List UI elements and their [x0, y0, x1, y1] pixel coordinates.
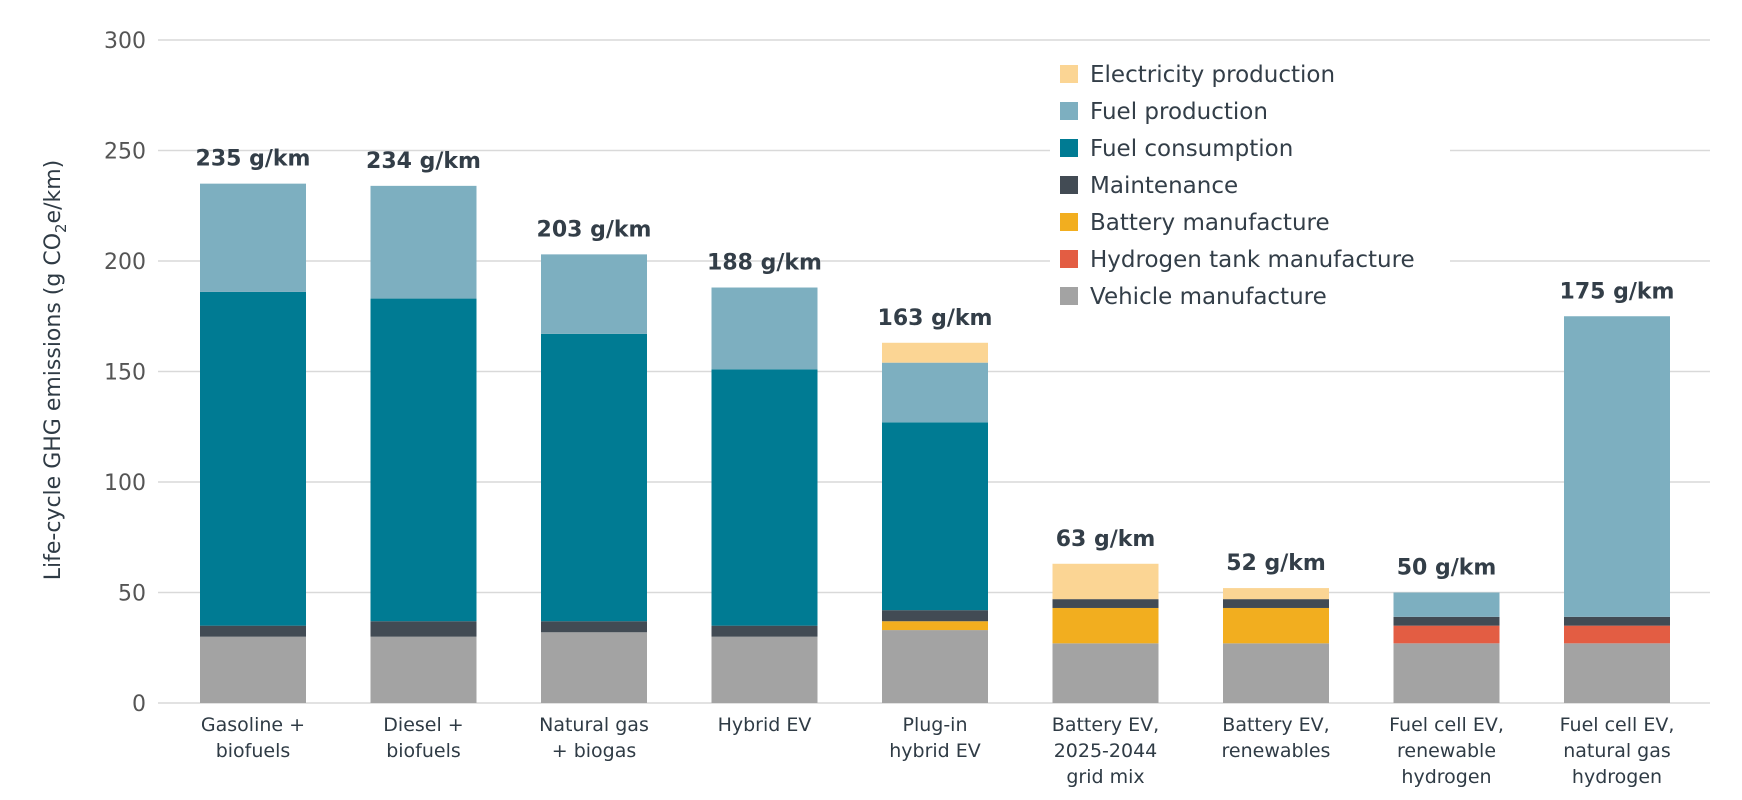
legend-label-hydrogen-tank-manufacture: Hydrogen tank manufacture [1090, 247, 1415, 273]
bar-total-label: 235 g/km [196, 147, 311, 172]
x-tick-label: Fuel cell EV, natural gas hydrogen [1560, 714, 1675, 788]
bar-segment-maintenance [1564, 616, 1670, 626]
x-tick-label: Gasoline + biofuels [201, 714, 305, 762]
legend-swatch-fuel-consumption [1060, 139, 1078, 157]
x-tick-label: Battery EV, renewables [1222, 714, 1331, 762]
bar-total-label: 63 g/km [1056, 527, 1156, 552]
legend-swatch-fuel-production [1060, 102, 1078, 120]
y-tick-label: 300 [104, 29, 146, 54]
bar-segment-maintenance [200, 625, 306, 637]
x-tick-label: Battery EV, 2025-2044 grid mix [1052, 714, 1159, 788]
bar-total-labels: 235 g/km 234 g/km 203 g/km 188 g/km 163 g/km… [196, 147, 1675, 581]
x-tick-label: Fuel cell EV, renewable hydrogen [1389, 714, 1504, 788]
legend-label-electricity-production: Electricity production [1090, 62, 1335, 88]
y-tick-label: 200 [104, 250, 146, 275]
legend-swatch-electricity-production [1060, 65, 1078, 83]
legend-label-maintenance: Maintenance [1090, 173, 1238, 199]
bar-segment-battery-manufacture [1223, 607, 1329, 644]
bar-segment-maintenance [711, 625, 818, 637]
legend-label-battery-manufacture: Battery manufacture [1090, 210, 1330, 236]
bar-segment-fuel-consumption [882, 422, 988, 611]
bar-segment-maintenance [1393, 616, 1500, 626]
legend-label-fuel-consumption: Fuel consumption [1090, 136, 1293, 162]
bar-segment-hydrogen-tank-manufacture [1393, 625, 1500, 644]
bar-segment-vehicle-manufacture [370, 636, 477, 703]
bar-total-label: 175 g/km [1560, 279, 1675, 304]
bar-segment-vehicle-manufacture [541, 632, 647, 703]
legend-label-vehicle-manufacture: Vehicle manufacture [1090, 284, 1327, 310]
legend-swatch-maintenance [1060, 176, 1078, 194]
bar-segment-vehicle-manufacture [1052, 643, 1159, 703]
bars [200, 183, 1670, 703]
bar-segment-electricity-production [1223, 588, 1329, 600]
bar-segment-fuel-consumption [200, 291, 306, 626]
bar-total-label: 203 g/km [537, 217, 652, 242]
bar-segment-battery-manufacture [882, 621, 988, 631]
y-axis-label: Life-cycle GHG emissions (g CO2e/km) [41, 160, 70, 581]
legend-swatch-vehicle-manufacture [1060, 287, 1078, 305]
legend-swatch-hydrogen-tank-manufacture [1060, 250, 1078, 268]
legend-label-fuel-production: Fuel production [1090, 99, 1268, 125]
legend-background [1050, 55, 1450, 322]
bar-segment-electricity-production [1052, 563, 1159, 600]
bar-segment-fuel-production [541, 254, 647, 334]
bar-total-label: 188 g/km [707, 251, 822, 276]
x-tick-label: Diesel + biofuels [383, 714, 463, 762]
bar-segment-fuel-production [200, 183, 306, 292]
bar-segment-fuel-consumption [711, 369, 818, 626]
bar-segment-vehicle-manufacture [711, 636, 818, 703]
bar-segment-vehicle-manufacture [1393, 643, 1500, 703]
y-tick-label: 250 [104, 140, 146, 165]
x-tick-label: Plug-in hybrid EV [889, 714, 981, 762]
y-tick-label: 150 [104, 361, 146, 386]
bar-segment-fuel-production [711, 287, 818, 370]
bar-segment-fuel-production [1564, 316, 1670, 617]
x-axis-labels: Gasoline + biofuels Diesel + biofuels Natura… [201, 714, 1674, 788]
bar-segment-electricity-production [882, 342, 988, 363]
bar-total-label: 163 g/km [878, 306, 993, 331]
y-tick-label: 0 [132, 692, 146, 717]
legend-swatch-battery-manufacture [1060, 213, 1078, 231]
bar-total-label: 50 g/km [1397, 556, 1497, 581]
y-axis-ticks: 0 50 100 150 200 250 300 [104, 29, 146, 717]
bar-segment-hydrogen-tank-manufacture [1564, 625, 1670, 644]
bar-total-label: 52 g/km [1226, 551, 1326, 576]
bar-segment-maintenance [370, 621, 477, 637]
bar-segment-maintenance [1052, 599, 1159, 608]
bar-segment-fuel-production [1393, 592, 1500, 617]
y-tick-label: 50 [118, 582, 146, 607]
x-tick-label: Hybrid EV [718, 714, 812, 736]
x-tick-label: Natural gas + biogas [539, 714, 649, 762]
bar-segment-maintenance [541, 621, 647, 633]
bar-segment-vehicle-manufacture [1223, 643, 1329, 703]
bar-segment-battery-manufacture [1052, 607, 1159, 644]
bar-segment-fuel-production [370, 185, 477, 299]
bar-segment-vehicle-manufacture [200, 636, 306, 703]
bar-total-label: 234 g/km [366, 149, 481, 174]
bar-segment-maintenance [1223, 599, 1329, 608]
y-tick-label: 100 [104, 471, 146, 496]
bar-segment-vehicle-manufacture [882, 630, 988, 703]
bar-segment-maintenance [882, 610, 988, 622]
bar-segment-fuel-production [882, 362, 988, 423]
bar-segment-vehicle-manufacture [1564, 643, 1670, 703]
bar-segment-fuel-consumption [541, 333, 647, 622]
bar-segment-fuel-consumption [370, 298, 477, 622]
legend: Electricity production Fuel production Fue… [1060, 62, 1415, 310]
